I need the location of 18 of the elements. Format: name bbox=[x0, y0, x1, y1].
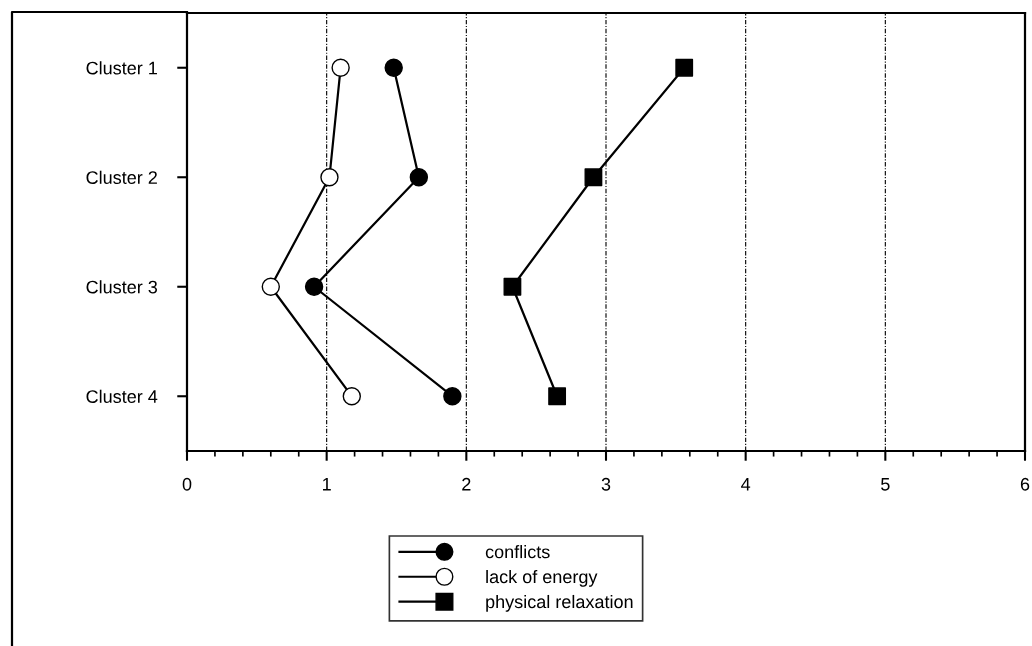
y-tick-label: Cluster 4 bbox=[86, 389, 158, 403]
point bbox=[503, 277, 522, 296]
point bbox=[584, 168, 603, 187]
x-tick-label: 4 bbox=[741, 478, 751, 491]
legend-label: conflicts bbox=[485, 545, 550, 559]
x-tick-label: 5 bbox=[881, 478, 890, 491]
legend-label: physical relaxation bbox=[486, 594, 633, 612]
x-tick-label: 1 bbox=[323, 478, 331, 491]
point bbox=[675, 58, 694, 77]
point bbox=[548, 387, 567, 406]
x-tick-label: 0 bbox=[182, 477, 192, 491]
y-tick-label: Cluster 3 bbox=[86, 280, 158, 294]
y-tick-label: Cluster 2 bbox=[86, 170, 157, 184]
y-tick-label: Cluster 1 bbox=[86, 61, 157, 75]
legend-label: lack of energy bbox=[486, 569, 598, 587]
x-tick-label: 3 bbox=[601, 477, 611, 491]
x-tick-label: 2 bbox=[462, 477, 471, 491]
x-tick-label: 6 bbox=[1020, 477, 1030, 491]
